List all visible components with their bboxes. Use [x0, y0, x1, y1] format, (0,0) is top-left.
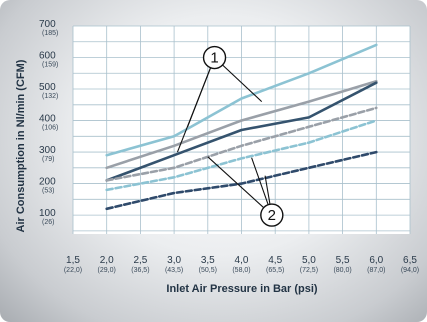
- x-tick-label: 5,0: [302, 255, 316, 266]
- x-tick-sublabel: (29,0): [98, 267, 116, 274]
- x-tick-sublabel: (80,0): [333, 267, 351, 274]
- x-tick-label: 1,5: [66, 255, 80, 266]
- x-tick-sublabel: (87,0): [367, 267, 385, 274]
- x-tick-label: 2,0: [100, 255, 114, 266]
- tick-labels: 700(185) 600(159) 500(132) 400(106) 300(79) 2…: [39, 19, 419, 274]
- x-tick-sublabel: (36,5): [131, 267, 149, 274]
- callout-number: 2: [268, 207, 276, 224]
- y-tick-sublabel: (26): [42, 219, 54, 226]
- callout-circle: [202, 45, 227, 70]
- y-tick-label: 600: [39, 51, 56, 62]
- x-tick-label: 6,5: [403, 255, 417, 266]
- x-tick-sublabel: (94,0): [401, 267, 419, 274]
- grid: [72, 25, 411, 234]
- y-tick-label: 400: [39, 114, 56, 125]
- dashed-series-line-6: [105, 150, 378, 211]
- y-tick-sublabel: (132): [42, 93, 58, 100]
- y-tick-sublabel: (185): [42, 30, 58, 37]
- x-tick-sublabel: (72,5): [300, 267, 318, 274]
- y-axis-label: Air Consumption in Nl/min (CFM): [15, 59, 27, 232]
- callout-pointer-line: [176, 57, 216, 153]
- x-tick-sublabel: (22,0): [64, 267, 82, 274]
- x-tick-label: 4,5: [268, 255, 282, 266]
- solid-series-line-2: [105, 79, 378, 170]
- callout-pointer-line: [207, 156, 273, 216]
- x-tick-label: 5,5: [336, 255, 350, 266]
- series-lines: [105, 43, 378, 211]
- y-tick-sublabel: (79): [42, 156, 54, 163]
- dashed-series-line-5: [105, 119, 378, 192]
- callouts: 12: [176, 45, 284, 227]
- dashed-series-line-4: [105, 106, 378, 182]
- x-tick-sublabel: (58,0): [232, 267, 250, 274]
- x-tick-label: 4,0: [235, 255, 249, 266]
- solid-series-line-3: [105, 81, 378, 182]
- x-tick-sublabel: (65,5): [266, 267, 284, 274]
- solid-series-line-1: [105, 43, 378, 157]
- x-tick-sublabel: (50,5): [199, 267, 217, 274]
- x-tick-label: 3,5: [201, 255, 215, 266]
- y-tick-sublabel: (53): [42, 188, 54, 195]
- x-tick-sublabel: (43,5): [165, 267, 183, 274]
- y-tick-sublabel: (159): [42, 62, 58, 69]
- y-tick-label: 500: [39, 82, 56, 93]
- y-tick-label: 200: [39, 177, 56, 188]
- y-tick-sublabel: (106): [42, 125, 58, 132]
- x-tick-label: 6,0: [369, 255, 383, 266]
- y-tick-label: 100: [39, 208, 56, 219]
- callout-number: 1: [210, 50, 218, 67]
- y-tick-label: 700: [39, 19, 56, 30]
- y-tick-label: 300: [39, 145, 56, 156]
- callout-circle: [260, 203, 284, 227]
- x-axis-label: Inlet Air Pressure in Bar (psi): [166, 283, 318, 295]
- x-tick-label: 3,0: [167, 255, 181, 266]
- x-tick-label: 2,5: [133, 255, 147, 266]
